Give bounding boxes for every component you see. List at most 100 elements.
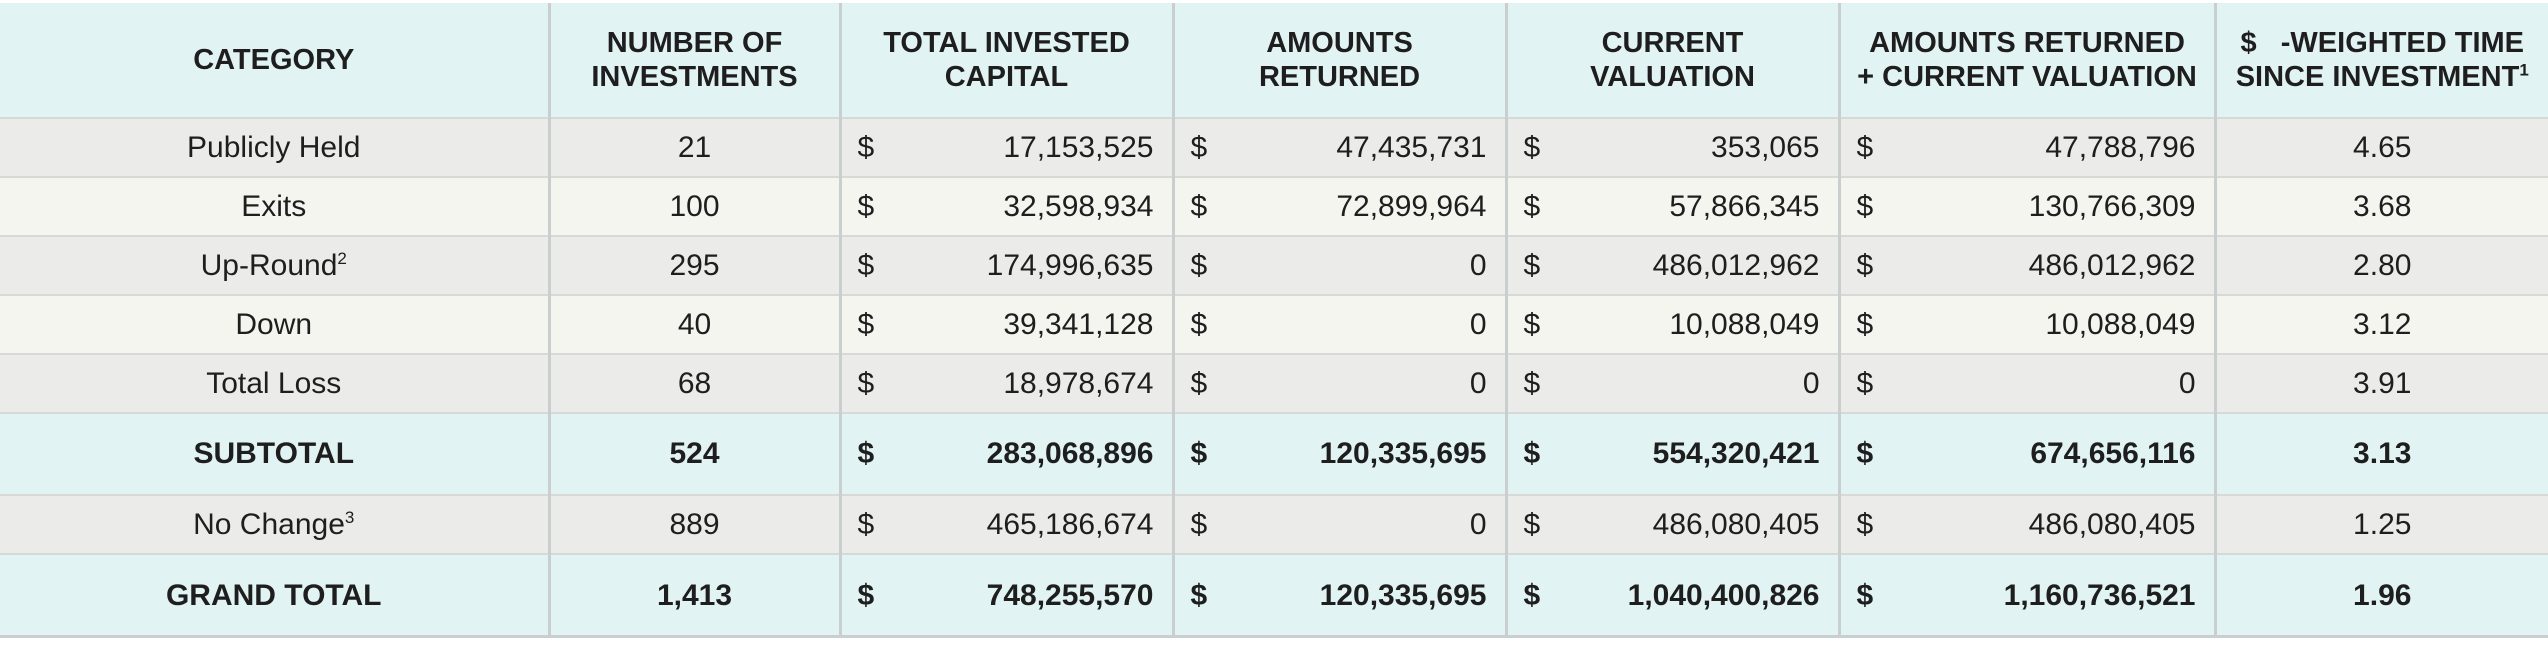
investment-summary-table: CATEGORY NUMBER OF INVESTMENTS TOTAL INVE…	[0, 3, 2548, 636]
category-cell: Total Loss	[0, 354, 549, 413]
total-invested-cell: $18,978,674	[838, 354, 1173, 413]
amount-value: 353,065	[1711, 130, 1820, 164]
amount-value: 32,598,934	[1003, 189, 1154, 223]
amount-value: 47,788,796	[2045, 130, 2196, 164]
currency-symbol: $	[1856, 307, 1874, 341]
num-investments-cell: 1,413	[547, 554, 840, 636]
grand-total-row: GRAND TOTAL 1,413 $748,255,570 $120,335,695…	[0, 554, 2548, 636]
num-investments-cell: 524	[547, 413, 840, 495]
category-cell: Down	[0, 295, 549, 354]
currency-symbol: $	[1856, 578, 1874, 612]
subtotal-row: SUBTOTAL 524 $283,068,896 $120,335,695 $554,…	[0, 413, 2548, 495]
currency-symbol: $	[857, 437, 875, 470]
amount-value: 674,656,116	[2030, 437, 2196, 470]
amount-value: 39,341,128	[1003, 307, 1154, 341]
currency-symbol: $	[857, 130, 875, 164]
table-row: Publicly Held 21 $17,153,525 $47,435,731 $35…	[0, 118, 2548, 177]
weighted-time-cell: 1.25	[2213, 495, 2548, 554]
category-label: Publicly Held	[187, 130, 361, 164]
currency-symbol: $	[1523, 189, 1541, 223]
no-change-row: No Change3 889 $465,186,674 $0 $486,080,405 $…	[0, 495, 2548, 554]
weighted-time-cell: 4.65	[2213, 118, 2548, 177]
num-investments-cell: 21	[547, 118, 840, 177]
amount-value: 10,088,049	[2045, 307, 2196, 341]
amount-value: 465,186,674	[986, 507, 1154, 541]
current-valuation-cell: $10,088,049	[1504, 295, 1839, 354]
header-weighted-time: $ -WEIGHTED TIME SINCE INVESTMENT1	[2213, 3, 2548, 118]
weighted-time-cell: 2.80	[2213, 236, 2548, 295]
amount-value: 130,766,309	[2028, 189, 2196, 223]
currency-symbol: $	[1190, 130, 1208, 164]
category-cell: Publicly Held	[0, 118, 549, 177]
num-investments-cell: 100	[547, 177, 840, 236]
returned-plus-valuation-cell: $486,080,405	[1837, 495, 2215, 554]
header-returned-plus-valuation: AMOUNTS RETURNED + CURRENT VALUATION	[1837, 3, 2215, 118]
returned-plus-valuation-cell: $1,160,736,521	[1837, 554, 2215, 636]
amount-value: 120,335,695	[1319, 578, 1487, 612]
footnote-marker: 2	[337, 248, 347, 268]
table-row: Down 40 $39,341,128 $0 $10,088,049 $10,088,04…	[0, 295, 2548, 354]
category-label: Up-Round	[200, 248, 338, 282]
table-row: Up-Round2 295 $174,996,635 $0 $486,012,962 $4…	[0, 236, 2548, 295]
current-valuation-cell: $353,065	[1504, 118, 1839, 177]
currency-symbol: $	[857, 578, 875, 612]
currency-symbol: $	[1523, 130, 1541, 164]
table-row: Total Loss 68 $18,978,674 $0 $0 $0 3.91	[0, 354, 2548, 413]
table-bottom-border	[0, 635, 2548, 638]
num-investments-cell: 295	[547, 236, 840, 295]
amount-value: 554,320,421	[1652, 437, 1820, 470]
amount-value: 486,012,962	[2028, 248, 2196, 282]
amount-value: 0	[2178, 366, 2196, 400]
current-valuation-cell: $486,012,962	[1504, 236, 1839, 295]
currency-symbol: $	[1856, 437, 1874, 470]
total-invested-cell: $465,186,674	[838, 495, 1173, 554]
category-cell: Exits	[0, 177, 549, 236]
weighted-time-cell: 1.96	[2213, 554, 2548, 636]
currency-symbol: $	[1190, 248, 1208, 282]
amount-value: 0	[1469, 366, 1487, 400]
returned-plus-valuation-cell: $0	[1837, 354, 2215, 413]
currency-symbol: $	[1856, 189, 1874, 223]
current-valuation-cell: $486,080,405	[1504, 495, 1839, 554]
currency-symbol: $	[1190, 437, 1208, 470]
header-current-valuation: CURRENT VALUATION	[1504, 3, 1839, 118]
returned-plus-valuation-cell: $486,012,962	[1837, 236, 2215, 295]
currency-symbol: $	[1190, 366, 1208, 400]
currency-symbol: $	[1856, 366, 1874, 400]
category-label: SUBTOTAL	[193, 437, 355, 470]
currency-symbol: $	[1523, 507, 1541, 541]
amounts-returned-cell: $72,899,964	[1171, 177, 1506, 236]
amount-value: 0	[1469, 248, 1487, 282]
header-category: CATEGORY	[193, 44, 355, 76]
amount-value: 57,866,345	[1669, 189, 1820, 223]
currency-symbol: $	[1190, 189, 1208, 223]
amount-value: 10,088,049	[1669, 307, 1820, 341]
total-invested-cell: $174,996,635	[838, 236, 1173, 295]
amount-value: 283,068,896	[986, 437, 1154, 470]
header-total-invested: TOTAL INVESTED CAPITAL	[838, 3, 1173, 118]
currency-symbol: $	[1856, 130, 1874, 164]
currency-symbol: $	[1523, 307, 1541, 341]
amounts-returned-cell: $0	[1171, 295, 1506, 354]
category-cell: Up-Round2	[0, 236, 549, 295]
currency-symbol: $	[1190, 507, 1208, 541]
total-invested-cell: $32,598,934	[838, 177, 1173, 236]
total-invested-cell: $748,255,570	[838, 554, 1173, 636]
returned-plus-valuation-cell: $47,788,796	[1837, 118, 2215, 177]
current-valuation-cell: $554,320,421	[1504, 413, 1839, 495]
currency-symbol: $	[1523, 366, 1541, 400]
weighted-time-cell: 3.12	[2213, 295, 2548, 354]
header-amounts-returned: AMOUNTS RETURNED	[1171, 3, 1506, 118]
currency-symbol: $	[1190, 307, 1208, 341]
category-label: Total Loss	[206, 366, 342, 400]
amounts-returned-cell: $47,435,731	[1171, 118, 1506, 177]
currency-symbol: $	[1523, 578, 1541, 612]
table-row: Exits 100 $32,598,934 $72,899,964 $57,866,34…	[0, 177, 2548, 236]
currency-symbol: $	[1523, 437, 1541, 470]
currency-symbol: $	[857, 189, 875, 223]
category-cell: No Change3	[0, 495, 549, 554]
total-invested-cell: $39,341,128	[838, 295, 1173, 354]
amounts-returned-cell: $120,335,695	[1171, 413, 1506, 495]
header-row: CATEGORY NUMBER OF INVESTMENTS TOTAL INVE…	[0, 3, 2548, 118]
weighted-time-cell: 3.68	[2213, 177, 2548, 236]
